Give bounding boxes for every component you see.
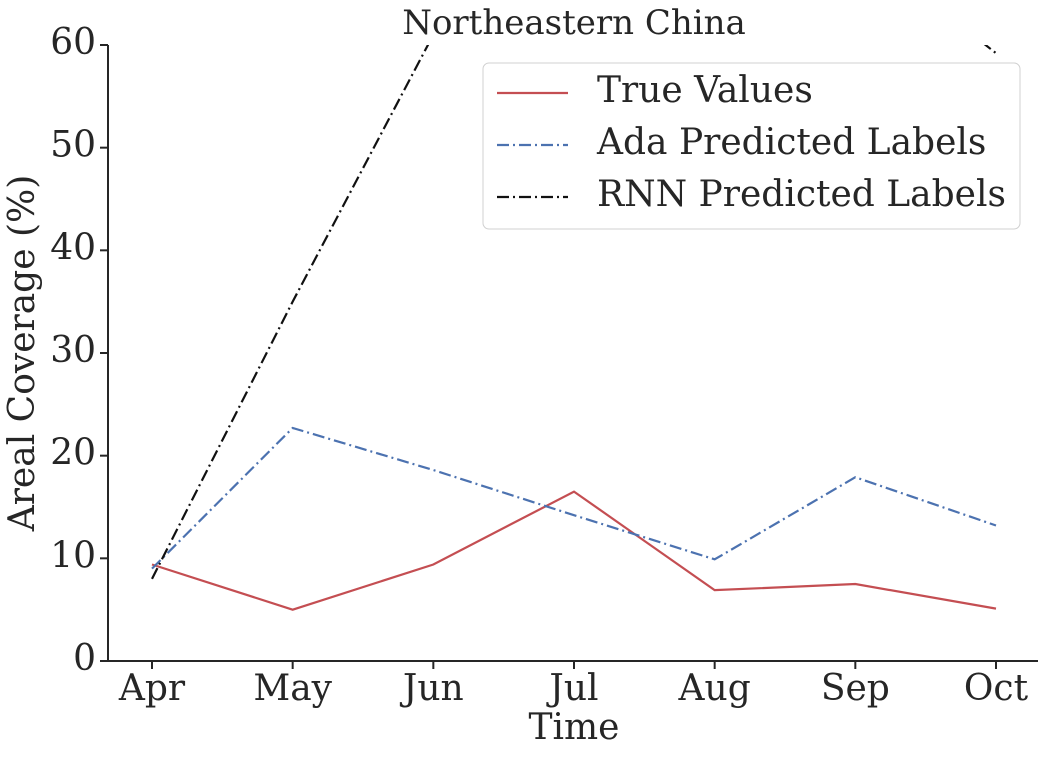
y-axis-label: Areal Coverage (%): [2, 175, 43, 533]
x-tick-label: Oct: [964, 668, 1029, 709]
legend-label: True Values: [597, 70, 813, 111]
x-tick-label: Jun: [399, 668, 464, 709]
x-tick-label: May: [253, 668, 332, 709]
legend: True Values Ada Predicted Labels RNN Predi…: [482, 62, 1021, 230]
y-tick-label: 30: [50, 330, 96, 371]
x-tick-label: Sep: [821, 668, 890, 709]
x-tick-label: Aug: [678, 668, 751, 709]
y-tick-label: 60: [50, 22, 96, 63]
x-tick-label: Apr: [118, 668, 186, 709]
y-tick-label: 0: [73, 638, 96, 679]
series-line: [151, 45, 997, 580]
y-tick-label: 50: [50, 125, 96, 166]
legend-label: Ada Predicted Labels: [596, 122, 986, 163]
y-tick-label: 10: [50, 535, 96, 576]
y-tick-label: 40: [50, 227, 96, 268]
x-tick-label: Jul: [545, 668, 598, 709]
series-line: [151, 426, 997, 570]
legend-box: [482, 62, 1021, 230]
y-tick-label: 20: [50, 433, 96, 474]
x-axis-label: Time: [529, 707, 620, 748]
legend-label: RNN Predicted Labels: [597, 174, 1006, 215]
series-line: [151, 490, 997, 611]
chart-title: Northeastern China: [402, 3, 746, 43]
plot-area: [151, 45, 997, 611]
